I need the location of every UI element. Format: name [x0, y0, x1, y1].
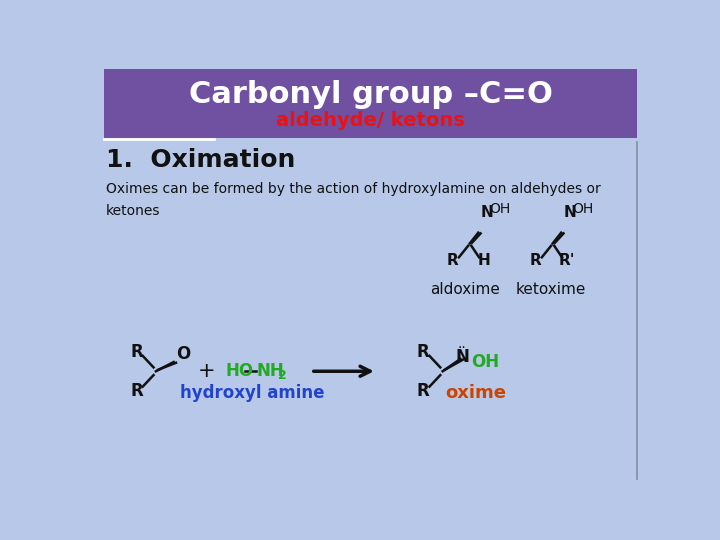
Text: ··: ··	[458, 341, 467, 355]
Text: +: +	[197, 361, 215, 381]
Text: 2: 2	[277, 369, 287, 382]
Text: aldoxime: aldoxime	[430, 282, 500, 297]
Text: hydroxyl amine: hydroxyl amine	[181, 384, 325, 402]
Text: R: R	[130, 343, 143, 361]
Text: HO: HO	[225, 362, 253, 380]
Text: N: N	[564, 205, 576, 220]
Text: aldehyde/ ketons: aldehyde/ ketons	[276, 111, 465, 130]
Text: OH: OH	[472, 353, 500, 371]
Text: R': R'	[559, 253, 575, 268]
Text: Carbonyl group –C=O: Carbonyl group –C=O	[189, 79, 552, 109]
Text: R: R	[417, 343, 430, 361]
Text: H: H	[477, 253, 490, 268]
Bar	[104, 69, 637, 138]
Text: N: N	[455, 348, 469, 366]
Text: OH: OH	[572, 202, 593, 215]
Text: Oximes can be formed by the action of hydroxylamine on aldehydes or
ketones: Oximes can be formed by the action of hy…	[106, 182, 600, 218]
Text: R: R	[417, 381, 430, 400]
Text: O: O	[176, 345, 190, 363]
Text: R: R	[447, 253, 459, 268]
Text: 1.  Oximation: 1. Oximation	[106, 147, 295, 172]
Text: N: N	[481, 205, 493, 220]
Text: R: R	[130, 381, 143, 400]
Text: ketoxime: ketoxime	[516, 282, 585, 297]
Text: OH: OH	[489, 202, 510, 215]
Text: R: R	[530, 253, 541, 268]
Text: oxime: oxime	[446, 384, 506, 402]
Text: NH: NH	[256, 362, 284, 380]
